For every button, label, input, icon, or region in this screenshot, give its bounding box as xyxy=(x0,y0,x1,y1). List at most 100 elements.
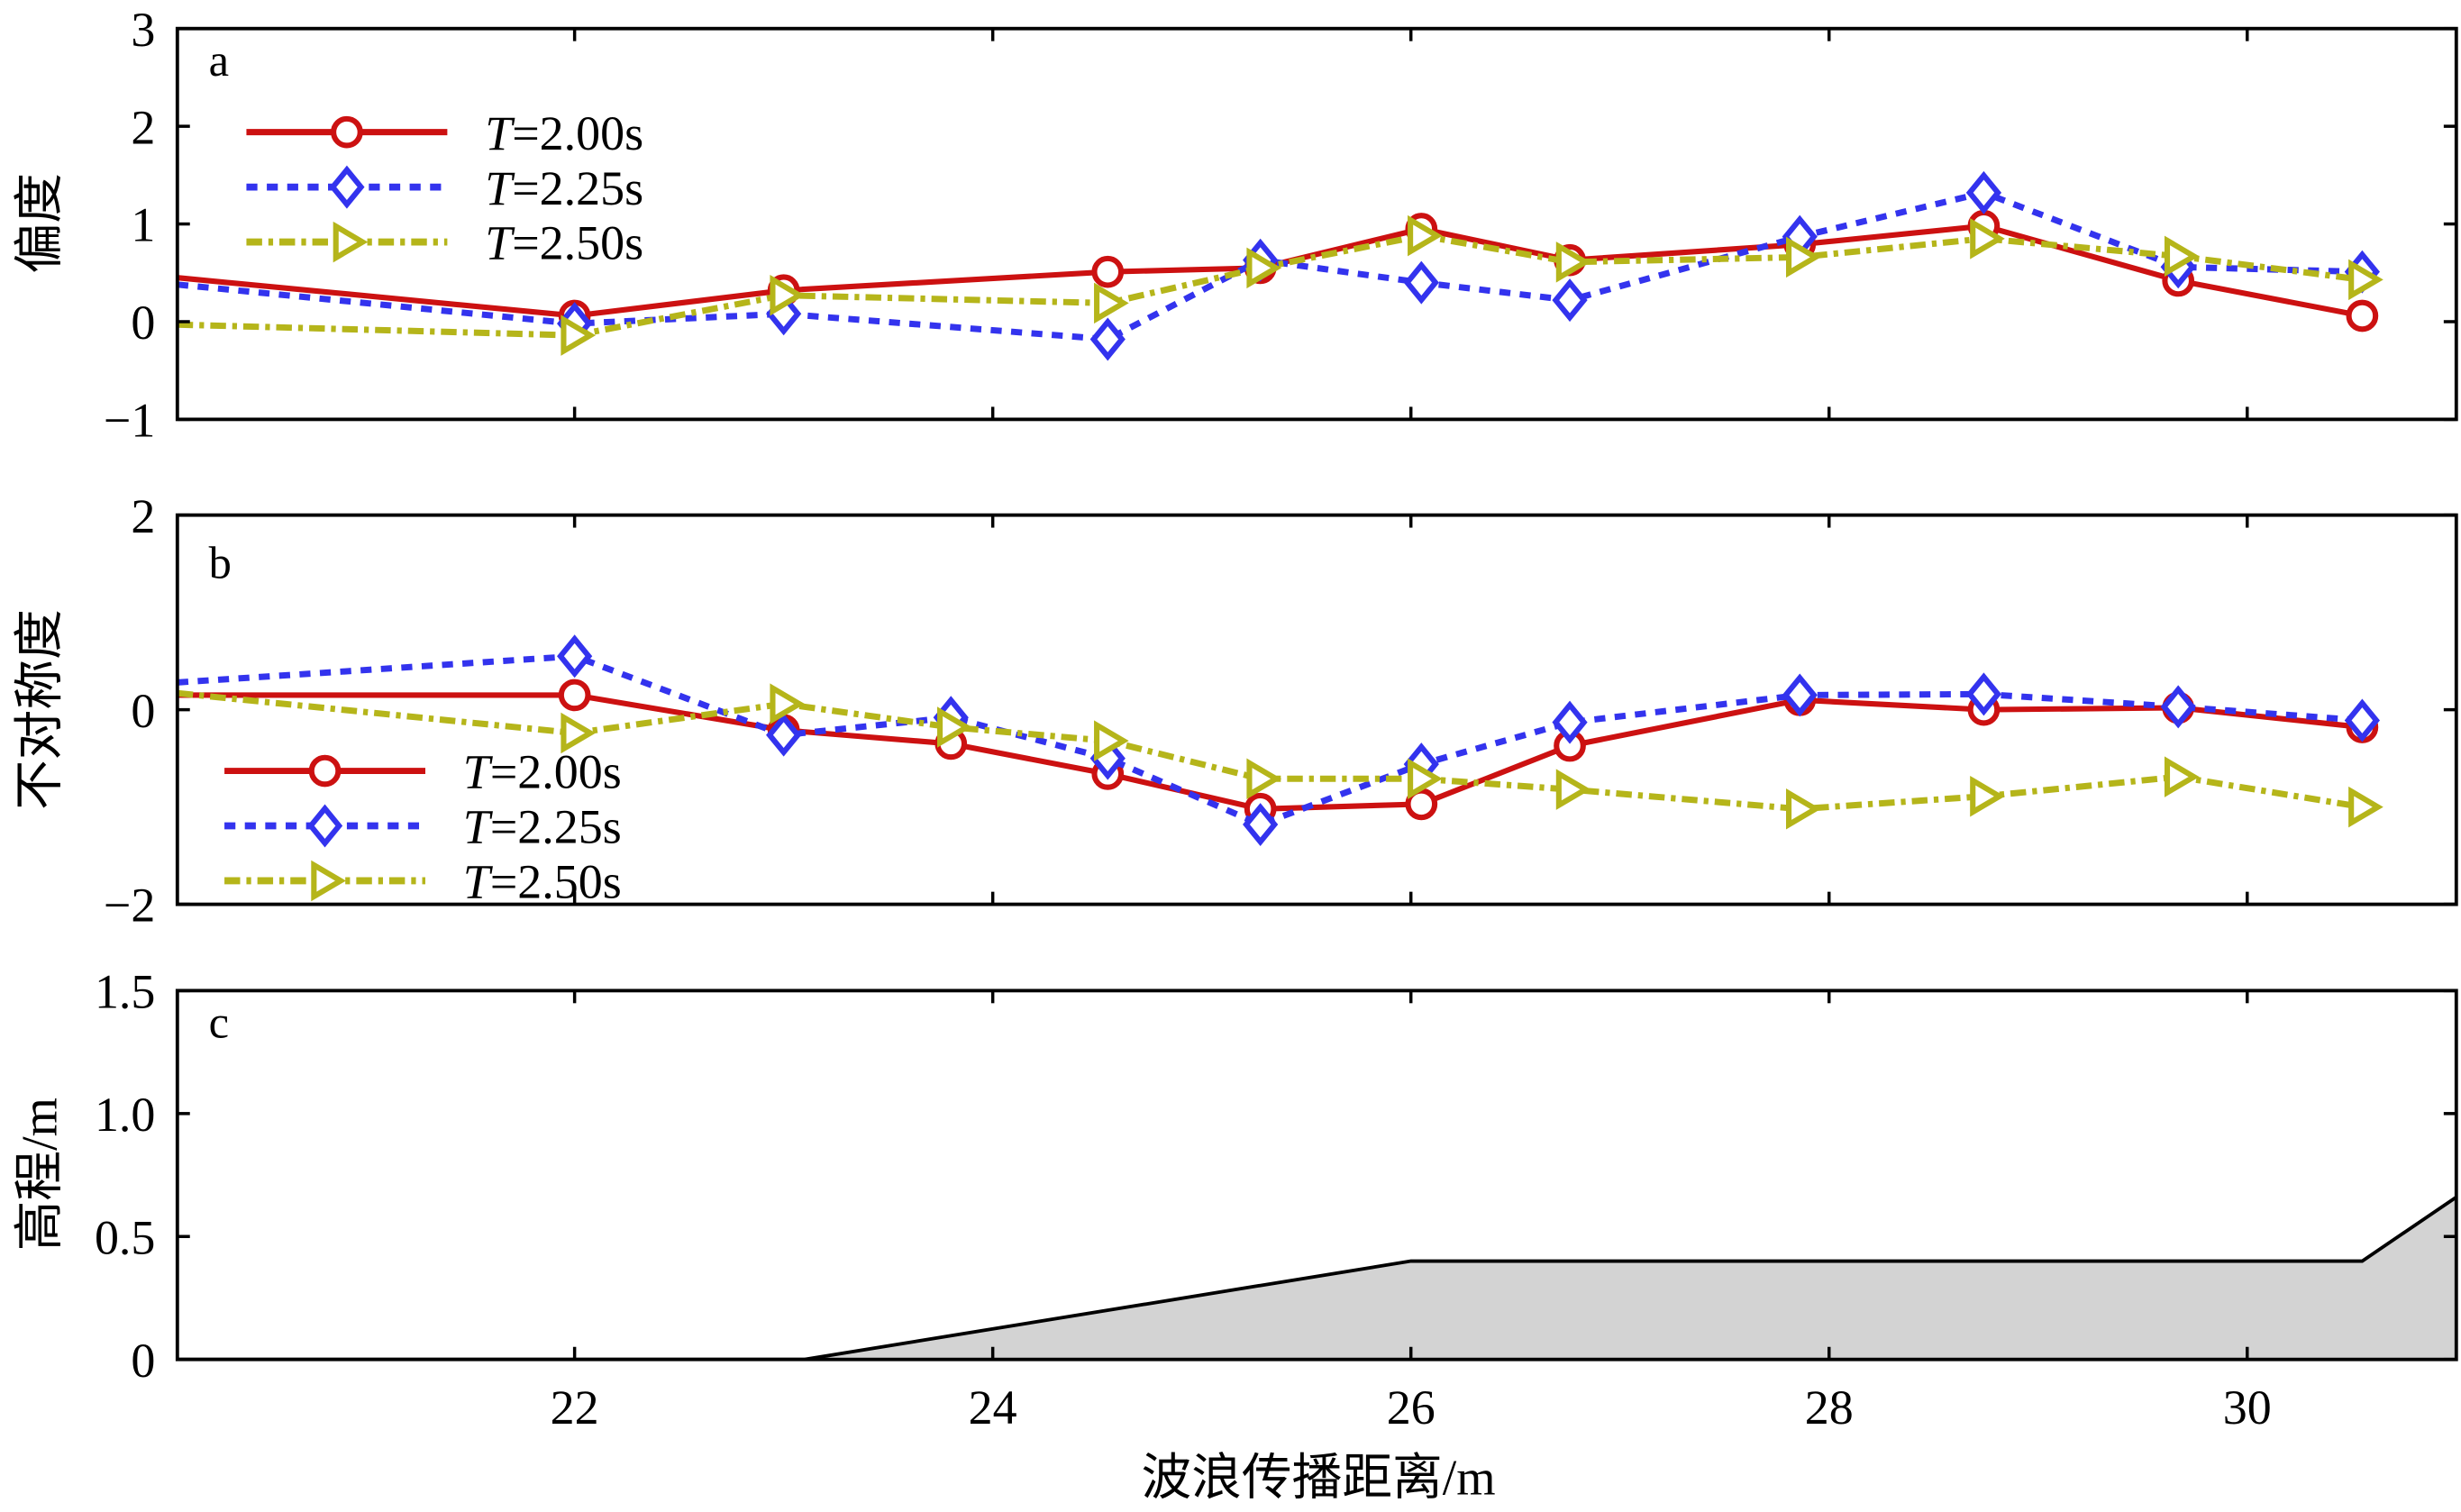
data-point xyxy=(1243,803,1279,847)
series-T=2.50s xyxy=(177,683,2384,830)
data-point xyxy=(937,706,972,748)
panel-c: 高程/m c 22 24 26 28 30 0 0.5 1.0 1.5 xyxy=(13,965,2458,1435)
legend-label: T=2.25s xyxy=(463,800,622,854)
legend-label-italic: T xyxy=(463,745,494,799)
y-tick-label: 2 xyxy=(131,489,155,543)
legend-item: T=2.25s xyxy=(224,800,622,854)
legend-item: T=2.25s xyxy=(246,161,643,215)
legend-item: T=2.00s xyxy=(224,745,622,799)
data-point xyxy=(1408,214,1443,257)
y-tick-label: 0 xyxy=(131,684,155,738)
terrain-area xyxy=(177,1197,2456,1360)
data-point xyxy=(770,683,806,724)
x-tick-label: 30 xyxy=(2223,1380,2272,1435)
series-T=2.50s xyxy=(177,214,2384,356)
data-point xyxy=(561,712,597,754)
data-point xyxy=(1094,720,1129,761)
legend-marker xyxy=(311,860,346,902)
y-tick-label: 3 xyxy=(131,3,155,57)
data-point xyxy=(1408,758,1443,800)
data-point xyxy=(2348,786,2384,828)
x-tick-label: 28 xyxy=(1805,1380,1854,1435)
data-point xyxy=(770,274,806,316)
legend-item: T=2.00s xyxy=(246,106,643,160)
series-line xyxy=(177,652,2363,828)
y-tick-label: −1 xyxy=(104,394,155,448)
x-tick-label: 26 xyxy=(1387,1380,1436,1435)
data-point xyxy=(1782,673,1818,717)
y-tick-label: 0 xyxy=(131,296,155,350)
data-point xyxy=(1091,255,1125,288)
data-point xyxy=(1403,260,1439,305)
data-point xyxy=(2348,259,2384,301)
legend-label-italic: T xyxy=(485,106,515,160)
data-point xyxy=(1094,282,1129,324)
y-tick-label: 0.5 xyxy=(95,1210,155,1264)
y-tick-label: 1 xyxy=(131,198,155,252)
legend-label-rest: =2.00s xyxy=(490,745,622,799)
data-point xyxy=(558,679,591,712)
legend-label-italic: T xyxy=(485,161,515,215)
legend-label-rest: =2.25s xyxy=(490,800,622,854)
legend-label-italic: T xyxy=(485,216,515,270)
y-tick-label: −2 xyxy=(104,879,155,933)
legend-label-italic: T xyxy=(463,800,494,854)
data-point xyxy=(1786,236,1821,278)
legend-label: T=2.00s xyxy=(485,106,643,160)
data-point xyxy=(1552,700,1588,744)
y-axis-title-a: 偏度 xyxy=(13,173,68,273)
legend-label-italic: T xyxy=(463,855,494,909)
data-point xyxy=(1970,218,2005,260)
y-tick-label: 2 xyxy=(131,100,155,154)
data-point xyxy=(2344,698,2380,742)
y-axis-title-c: 高程/m xyxy=(13,1098,68,1251)
axes-frame xyxy=(175,988,2458,1362)
data-point xyxy=(2164,235,2200,278)
data-point xyxy=(561,314,597,356)
legend-label: T=2.25s xyxy=(485,161,643,215)
data-point xyxy=(766,713,802,757)
legend-marker xyxy=(306,804,343,848)
data-point xyxy=(1555,241,1591,283)
data-point xyxy=(1965,672,2002,716)
legend-label-rest: =2.50s xyxy=(512,216,643,270)
legend-label: T=2.50s xyxy=(463,855,622,909)
legend-label: T=2.50s xyxy=(485,216,643,270)
data-point xyxy=(1552,278,1588,323)
panel-letter-b: b xyxy=(209,537,232,587)
panel-letter-a: a xyxy=(209,35,229,86)
data-point xyxy=(1965,170,2002,214)
data-point xyxy=(2164,756,2200,797)
x-tick-label: 22 xyxy=(551,1380,599,1435)
plot-area xyxy=(177,170,2384,361)
data-point xyxy=(1786,788,1821,830)
data-point xyxy=(1246,758,1282,800)
data-point xyxy=(1089,317,1126,361)
legend-label-rest: =2.00s xyxy=(512,106,643,160)
data-point xyxy=(557,634,593,679)
y-tick-label: 0 xyxy=(131,1334,155,1388)
data-point xyxy=(2346,299,2379,332)
legend-marker xyxy=(329,165,365,209)
legend-item: T=2.50s xyxy=(246,216,643,270)
terrain-profile-line xyxy=(177,1196,2456,1360)
legend-marker xyxy=(333,221,369,263)
legend-label: T=2.00s xyxy=(463,745,622,799)
x-axis-title: 波浪传播距离/m xyxy=(1141,1450,1495,1506)
y-axis-title-b: 不对称度 xyxy=(13,609,68,810)
legend-marker xyxy=(331,115,363,149)
plot-area xyxy=(177,634,2384,847)
legend-marker xyxy=(308,754,342,788)
series-line xyxy=(177,692,2363,812)
panel-letter-c: c xyxy=(209,997,229,1048)
y-tick-label: 1.0 xyxy=(95,1088,155,1142)
plot-area xyxy=(177,1196,2456,1360)
legend-label-rest: =2.25s xyxy=(512,161,643,215)
data-point xyxy=(1970,775,2005,817)
x-tick-label: 24 xyxy=(969,1380,1017,1435)
